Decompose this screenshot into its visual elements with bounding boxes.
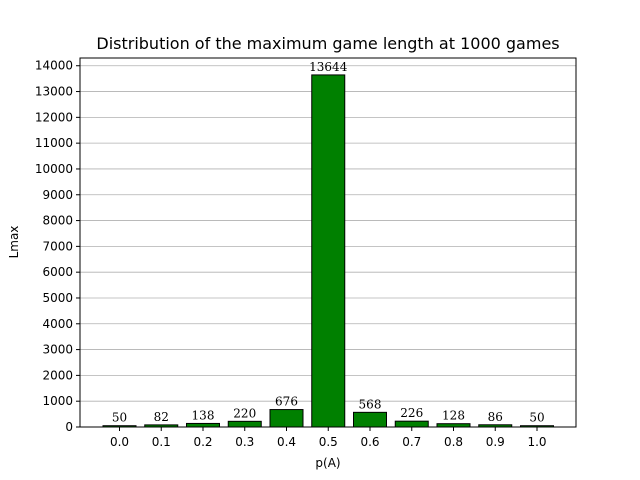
x-tick-label: 0.6 (360, 435, 379, 449)
data-label: 568 (359, 397, 382, 411)
x-tick-label: 0.9 (486, 435, 505, 449)
x-tick-label: 0.5 (319, 435, 338, 449)
x-tick-label: 0.0 (110, 435, 129, 449)
bar (353, 411, 387, 428)
data-label: 50 (112, 411, 127, 425)
bars (102, 74, 554, 428)
data-label: 128 (442, 409, 465, 423)
data-label: 50 (529, 411, 544, 425)
plot-frame (79, 57, 577, 428)
y-tick-label: 12000 (35, 110, 73, 124)
y-tick-label: 6000 (42, 265, 73, 279)
data-label: 82 (154, 410, 169, 424)
y-tick-label: 5000 (42, 291, 73, 305)
data-label: 138 (192, 408, 215, 422)
y-tick-label: 10000 (35, 162, 73, 176)
y-tick-label: 14000 (35, 59, 73, 73)
y-tick-label: 8000 (42, 214, 73, 228)
data-label: 226 (400, 406, 423, 420)
bar (227, 420, 262, 428)
x-axis-label: p(A) (315, 456, 340, 470)
x-tick-label: 0.8 (444, 435, 463, 449)
x-tick-label: 0.3 (235, 435, 254, 449)
y-tick-label: 3000 (42, 343, 73, 357)
data-label: 13644 (309, 60, 348, 74)
y-tick-label: 0 (65, 420, 73, 434)
bar (269, 409, 304, 428)
x-tick-label: 1.0 (527, 435, 546, 449)
x-axis: 0.0 0.1 0.2 0.3 0.4 0.5 0.6 0.7 0.8 0.9 1.0 (110, 427, 547, 449)
y-axis-label: Lmax (7, 226, 21, 259)
chart-title: Distribution of the maximum game length … (96, 34, 559, 53)
y-tick-label: 13000 (35, 85, 73, 99)
y-tick-label: 4000 (42, 317, 73, 331)
bar (186, 422, 220, 428)
data-label: 676 (275, 395, 298, 409)
y-tick-label: 11000 (35, 136, 73, 150)
bar (394, 420, 429, 428)
y-tick-label: 9000 (42, 188, 73, 202)
x-tick-label: 0.4 (277, 435, 296, 449)
y-tick-label: 1000 (42, 394, 73, 408)
x-tick-label: 0.2 (193, 435, 212, 449)
data-label: 220 (233, 406, 256, 420)
y-tick-label: 7000 (42, 239, 73, 253)
y-axis: 0 1000 2000 3000 4000 5000 6000 7000 8000 9000 100… (35, 59, 80, 434)
x-tick-label: 0.7 (402, 435, 421, 449)
bar (311, 74, 346, 428)
data-labels: 50 82 138 220 676 13644 568 226 128 86 50 (112, 60, 545, 425)
x-tick-label: 0.1 (152, 435, 171, 449)
y-tick-label: 2000 (42, 368, 73, 382)
data-label: 86 (488, 410, 503, 424)
